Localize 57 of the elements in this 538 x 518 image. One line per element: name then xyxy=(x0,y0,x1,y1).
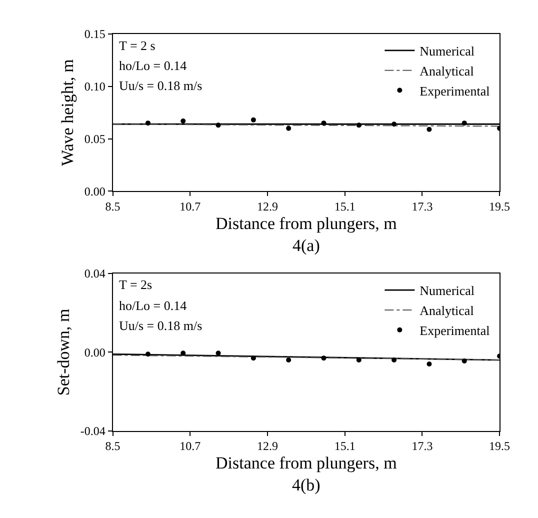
y-tick-label: 0.05 xyxy=(84,132,106,146)
x-tick-label: 10.7 xyxy=(180,200,201,214)
point xyxy=(216,350,221,356)
legend-label: Analytical xyxy=(420,63,474,78)
point xyxy=(426,361,432,366)
x-tick-label: 10.7 xyxy=(180,439,201,454)
x-tick-label: 17.3 xyxy=(412,200,433,214)
x-tick-label: 12.9 xyxy=(257,439,278,454)
point xyxy=(286,126,292,131)
y-tick-label: 0.00 xyxy=(84,184,106,198)
annotation: Uu/s = 0.18 m/s xyxy=(119,78,202,93)
y-tick-label: 0.15 xyxy=(84,27,106,42)
legend-label: Numerical xyxy=(420,44,475,59)
text: 4(a) xyxy=(292,236,320,256)
text: 4(b) xyxy=(292,476,320,495)
point xyxy=(356,122,362,128)
point xyxy=(356,358,362,363)
point xyxy=(392,358,397,363)
legend-label: Numerical xyxy=(420,283,475,298)
x-tick-label: 15.1 xyxy=(334,439,356,454)
legend-label: Experimental xyxy=(420,83,490,98)
annotation: ho/Lo = 0.14 xyxy=(119,58,188,73)
x-axis-title: Distance from plungers, m xyxy=(216,214,397,234)
point xyxy=(286,358,292,363)
y-tick-label: 0.10 xyxy=(84,80,106,94)
y-tick-label: 0.00 xyxy=(84,345,106,360)
point xyxy=(145,352,150,357)
y-axis-title: Wave height, m xyxy=(58,59,77,166)
point xyxy=(426,126,432,132)
point xyxy=(180,118,186,124)
x-tick-label: 15.1 xyxy=(334,200,356,214)
x-tick-label: 12.9 xyxy=(257,200,278,214)
point xyxy=(250,117,256,122)
x-axis-title: Distance from plungers, m xyxy=(216,454,397,473)
x-tick-label: 17.3 xyxy=(412,439,433,454)
point xyxy=(145,120,150,126)
point xyxy=(321,120,326,126)
x-tick-label: 8.5 xyxy=(105,200,120,214)
y-axis-title: Set-down, m xyxy=(54,308,73,396)
point xyxy=(180,350,186,356)
y-tick-label: 0.04 xyxy=(84,266,106,281)
x-tick-label: 8.5 xyxy=(105,439,120,454)
y-tick-label: -0.04 xyxy=(80,424,106,438)
x-tick-label: 19.5 xyxy=(489,439,510,454)
annotation: T = 2 s xyxy=(119,38,156,53)
point xyxy=(392,122,397,127)
point xyxy=(321,356,326,361)
annotation: ho/Lo = 0.14 xyxy=(119,298,188,313)
point xyxy=(216,122,221,128)
legend-label: Analytical xyxy=(420,303,474,318)
x-tick-label: 19.5 xyxy=(489,200,510,214)
annotation: Uu/s = 0.18 m/s xyxy=(119,318,202,333)
legend-label: Experimental xyxy=(420,322,490,338)
annotation: T = 2s xyxy=(119,277,152,292)
point xyxy=(462,358,467,364)
point xyxy=(250,356,256,361)
point xyxy=(462,120,467,126)
